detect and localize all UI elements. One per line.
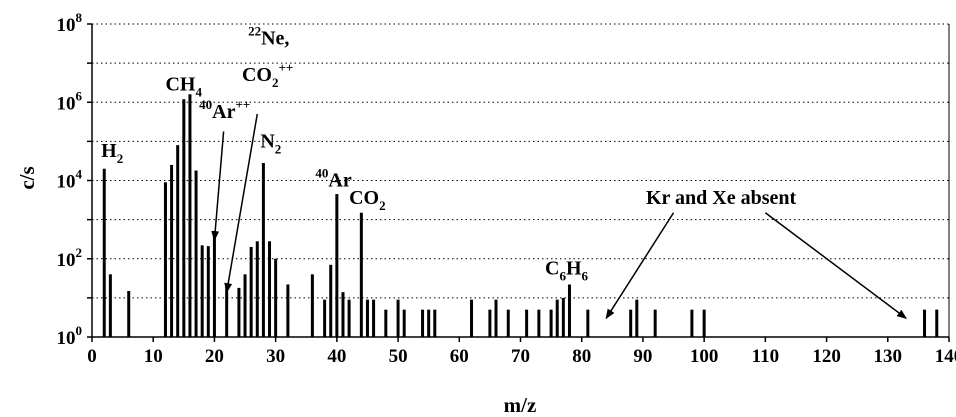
bar bbox=[470, 299, 474, 337]
x-tick-label: 110 bbox=[752, 346, 779, 367]
label-h2: H2 bbox=[101, 140, 123, 166]
bar bbox=[286, 284, 290, 337]
bar bbox=[702, 309, 706, 337]
bar bbox=[396, 299, 400, 337]
label-co2: CO2 bbox=[349, 187, 386, 213]
x-tick-label: 140 bbox=[935, 346, 956, 367]
bar bbox=[561, 297, 565, 337]
bar bbox=[274, 258, 278, 337]
grid-lines bbox=[92, 23, 949, 299]
x-tick-label: 70 bbox=[511, 346, 530, 367]
y-tick-label: 106 bbox=[57, 88, 83, 114]
co2-pp-arrow bbox=[224, 113, 259, 294]
x-tick-label: 100 bbox=[690, 346, 719, 367]
bar bbox=[935, 309, 939, 337]
bar bbox=[249, 246, 253, 337]
bar bbox=[261, 163, 265, 337]
kr-xe-arrow-right bbox=[764, 212, 907, 319]
bar bbox=[225, 286, 229, 337]
bar bbox=[102, 168, 106, 337]
kr-xe-arrow-left bbox=[605, 212, 675, 320]
bar bbox=[488, 309, 492, 337]
bar bbox=[323, 299, 327, 337]
x-axis-label: m/z bbox=[504, 393, 537, 417]
label-ar40-pp: 40Ar++ bbox=[199, 97, 250, 123]
bar bbox=[341, 292, 345, 337]
bar bbox=[255, 241, 259, 337]
annotation-arrows bbox=[211, 113, 907, 320]
bar bbox=[372, 299, 376, 337]
y-tick-label: 102 bbox=[57, 245, 83, 271]
y-tick-label: 104 bbox=[57, 167, 83, 193]
axes bbox=[87, 23, 950, 342]
x-tick-label: 120 bbox=[812, 346, 841, 367]
bar bbox=[268, 241, 272, 337]
bar bbox=[506, 309, 510, 337]
bar bbox=[237, 287, 241, 337]
bar bbox=[549, 309, 553, 337]
bar bbox=[365, 299, 369, 337]
x-tick-label: 90 bbox=[633, 346, 652, 367]
x-tick-label: 80 bbox=[572, 346, 591, 367]
bar bbox=[427, 309, 431, 337]
x-tick-label: 40 bbox=[327, 346, 346, 367]
bar bbox=[586, 309, 590, 337]
bar bbox=[200, 245, 204, 337]
label-ne-22: 22Ne, bbox=[248, 23, 289, 49]
label-n2: N2 bbox=[260, 130, 281, 156]
bar bbox=[555, 299, 559, 337]
bar bbox=[494, 299, 498, 337]
bar bbox=[206, 246, 210, 337]
label-ar40: 40Ar bbox=[315, 166, 351, 192]
bar bbox=[433, 309, 437, 337]
bar bbox=[525, 309, 529, 337]
y-tick-labels: 100 102 104 106 108 bbox=[57, 10, 83, 349]
x-tick-label: 30 bbox=[266, 346, 285, 367]
y-axis-label: c/s bbox=[15, 166, 39, 189]
x-tick-labels: 0 10 20 30 40 50 60 70 80 90 100 110 120 130 140 bbox=[87, 346, 956, 367]
bar bbox=[567, 284, 571, 337]
x-tick-label: 50 bbox=[389, 346, 408, 367]
bar bbox=[537, 309, 541, 337]
bar bbox=[194, 170, 198, 337]
bar bbox=[127, 290, 131, 337]
x-tick-label: 10 bbox=[144, 346, 163, 367]
bar bbox=[176, 145, 180, 337]
bar bbox=[629, 309, 633, 337]
y-tick-label: 100 bbox=[57, 323, 83, 349]
label-ch4: CH4 bbox=[165, 73, 202, 99]
bar bbox=[421, 309, 425, 337]
bar bbox=[347, 299, 351, 337]
bar bbox=[359, 212, 363, 337]
bar bbox=[212, 233, 216, 337]
label-co2-pp: CO2++ bbox=[242, 60, 293, 90]
x-tick-label: 0 bbox=[87, 346, 97, 367]
ar40-pp-arrow bbox=[211, 131, 225, 242]
bar bbox=[170, 164, 174, 337]
bar bbox=[690, 309, 694, 337]
x-tick-label: 130 bbox=[874, 346, 903, 367]
bar bbox=[384, 309, 388, 337]
bar bbox=[335, 194, 339, 337]
bar bbox=[163, 182, 167, 337]
bar bbox=[310, 274, 314, 337]
bar bbox=[108, 274, 112, 337]
bar bbox=[188, 94, 192, 337]
bar bbox=[923, 309, 927, 337]
bar bbox=[329, 264, 333, 337]
y-tick-label: 108 bbox=[57, 10, 83, 36]
label-c6h6: C6H6 bbox=[545, 257, 589, 283]
x-tick-label: 20 bbox=[205, 346, 224, 367]
label-kr-xe: Kr and Xe absent bbox=[646, 187, 797, 209]
bar bbox=[243, 274, 247, 337]
bar bbox=[653, 309, 657, 337]
bars bbox=[102, 94, 939, 337]
bar bbox=[182, 99, 186, 337]
bar bbox=[402, 309, 406, 337]
x-tick-label: 60 bbox=[450, 346, 469, 367]
bar bbox=[635, 299, 639, 337]
